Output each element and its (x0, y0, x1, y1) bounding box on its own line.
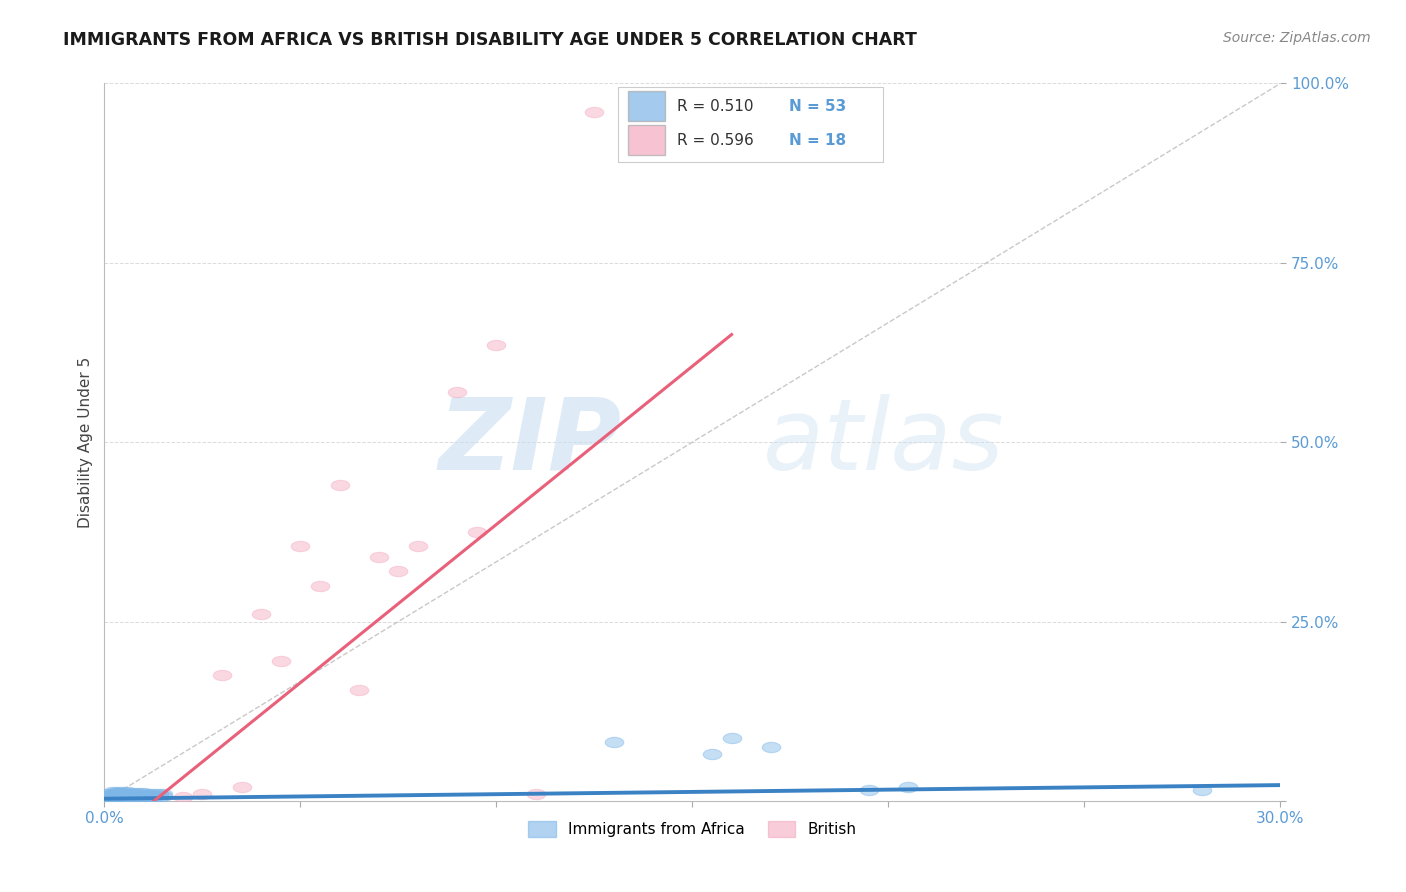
Point (125, 790, 148, 805)
Point (141, 787, 163, 801)
Point (97, 790, 120, 805)
Point (112, 789, 135, 803)
Text: R = 0.510: R = 0.510 (678, 99, 754, 114)
Point (121, 786, 143, 800)
Point (143, 787, 166, 801)
Point (121, 789, 143, 804)
Point (136, 789, 159, 804)
Point (1191, 783, 1213, 797)
Point (524, 787, 547, 801)
Point (191, 787, 214, 801)
Point (136, 788, 159, 802)
Point (309, 579, 332, 593)
Point (132, 788, 155, 802)
Point (108, 788, 131, 802)
Point (446, 384, 468, 399)
Point (117, 784, 139, 798)
Text: R = 0.596: R = 0.596 (678, 133, 754, 147)
Point (270, 654, 292, 668)
Point (121, 788, 143, 802)
Text: IMMIGRANTS FROM AFRICA VS BRITISH DISABILITY AGE UNDER 5 CORRELATION CHART: IMMIGRANTS FROM AFRICA VS BRITISH DISABI… (63, 31, 917, 49)
Point (108, 785, 131, 799)
Point (465, 524, 488, 539)
Point (152, 787, 174, 801)
Point (720, 731, 742, 745)
Point (485, 338, 508, 352)
Point (583, 105, 606, 120)
Point (97, 787, 120, 801)
Point (101, 790, 124, 805)
Point (250, 607, 273, 622)
Point (117, 790, 139, 805)
Text: Source: ZipAtlas.com: Source: ZipAtlas.com (1223, 31, 1371, 45)
Point (347, 682, 370, 697)
Point (290, 539, 312, 553)
Point (172, 790, 194, 805)
Point (406, 539, 429, 553)
Point (211, 668, 233, 682)
Bar (627, 91, 665, 121)
Point (101, 787, 124, 801)
Point (603, 735, 626, 749)
Point (143, 789, 166, 803)
Point (858, 783, 880, 797)
Text: ZIP: ZIP (439, 393, 621, 491)
Point (700, 747, 723, 762)
Text: N = 53: N = 53 (789, 99, 846, 114)
Point (759, 740, 782, 755)
Point (367, 549, 389, 564)
Point (128, 789, 150, 804)
Y-axis label: Disability Age Under 5: Disability Age Under 5 (79, 357, 93, 528)
Point (105, 784, 128, 798)
Point (128, 788, 150, 802)
Point (148, 787, 170, 801)
Point (108, 790, 131, 805)
Point (148, 789, 170, 804)
Text: atlas: atlas (763, 393, 1004, 491)
Point (117, 788, 139, 802)
Point (387, 564, 409, 578)
Point (112, 785, 135, 799)
Point (132, 786, 155, 800)
Point (128, 786, 150, 800)
Point (125, 786, 148, 800)
Point (117, 787, 139, 801)
Point (231, 780, 253, 794)
Bar (627, 125, 665, 155)
Point (101, 785, 124, 799)
Text: N = 18: N = 18 (789, 133, 846, 147)
Point (97, 789, 120, 803)
Point (141, 789, 163, 804)
Point (125, 788, 148, 802)
Legend: Immigrants from Africa, British: Immigrants from Africa, British (522, 815, 862, 844)
Point (132, 790, 155, 805)
Point (101, 788, 124, 802)
Point (112, 787, 135, 801)
Point (897, 780, 920, 794)
Point (112, 790, 135, 805)
Point (329, 478, 352, 492)
Bar (619, 87, 883, 162)
Point (152, 789, 174, 803)
Point (105, 791, 128, 805)
Point (105, 789, 128, 803)
Point (105, 788, 128, 802)
Point (105, 786, 128, 800)
Point (108, 787, 131, 801)
